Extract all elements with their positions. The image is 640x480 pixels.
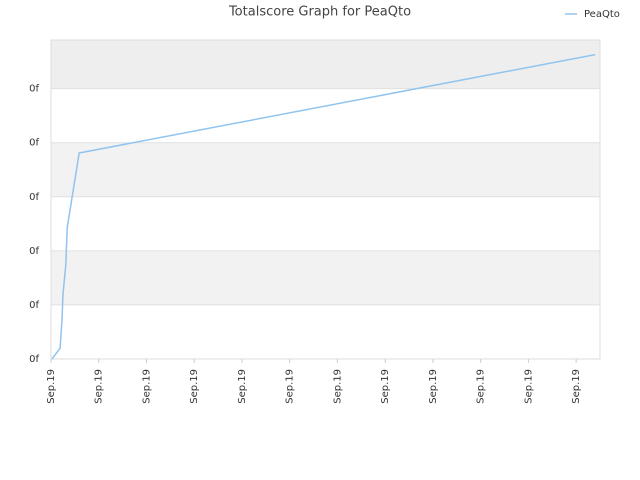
x-tick-label: Sep.19 [94, 369, 105, 404]
plot-band [51, 142, 600, 197]
plot-band [51, 196, 600, 251]
y-tick-label: 0f [29, 354, 39, 365]
x-tick-label: Sep.19 [571, 369, 582, 404]
y-tick-label: 0f [29, 246, 39, 257]
series-line [51, 53, 596, 360]
y-tick-label: 0f [29, 192, 39, 203]
chart-title: Totalscore Graph for PeaQto [228, 5, 411, 20]
x-tick-label: Sep.19 [476, 369, 487, 404]
x-tick-label: Sep.19 [46, 369, 57, 404]
y-tick-label: 0f [29, 138, 39, 149]
legend-label: PeaQto [584, 9, 620, 20]
y-tick-label: 0f [29, 300, 39, 311]
x-tick-label: Sep.19 [141, 369, 152, 404]
plot-band [51, 40, 600, 89]
x-tick-label: Sep.19 [332, 369, 343, 404]
plot-band [51, 88, 600, 143]
plot-band [51, 250, 600, 305]
y-tick-label: 0f [29, 84, 39, 95]
x-tick-label: Sep.19 [189, 369, 200, 404]
plot-border [50, 39, 601, 360]
x-tick-label: Sep.19 [380, 369, 391, 404]
x-tick-label: Sep.19 [285, 369, 296, 404]
plot-band [51, 304, 600, 359]
x-tick-label: Sep.19 [523, 369, 534, 404]
x-tick-label: Sep.19 [428, 369, 439, 404]
x-tick-label: Sep.19 [237, 369, 248, 404]
